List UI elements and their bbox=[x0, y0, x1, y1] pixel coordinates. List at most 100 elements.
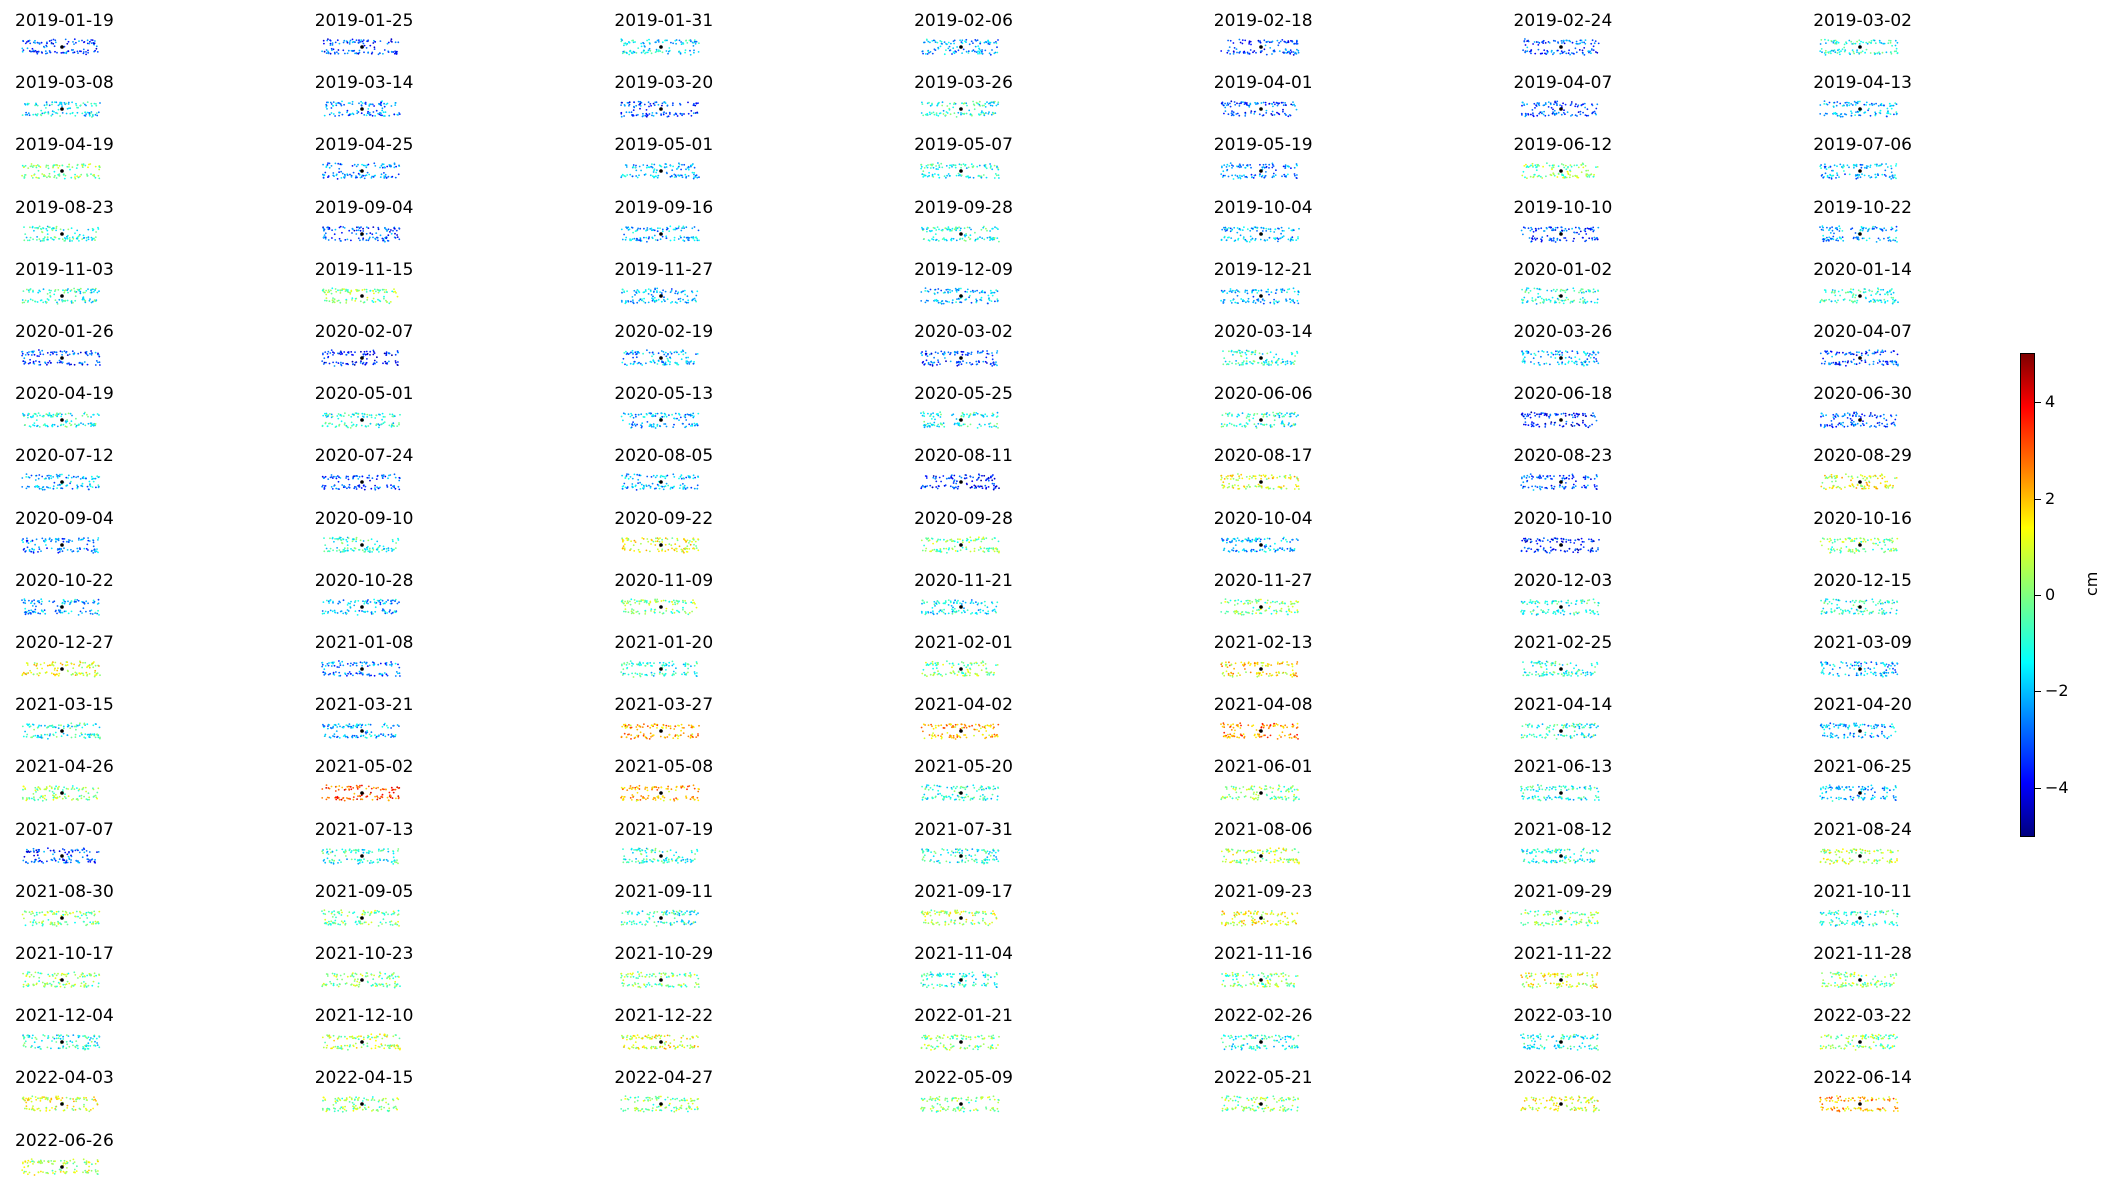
pixel-point bbox=[43, 111, 46, 114]
pixel-point bbox=[986, 350, 989, 352]
pixel-point bbox=[1230, 112, 1233, 115]
pixel-point bbox=[1546, 234, 1548, 237]
pixel-point bbox=[976, 352, 979, 354]
pixel-point bbox=[1826, 350, 1829, 353]
pixel-point bbox=[27, 362, 30, 365]
pixel-point bbox=[1572, 299, 1574, 302]
pixel-point bbox=[61, 300, 64, 303]
pixel-point bbox=[1834, 39, 1837, 42]
pixel-point bbox=[30, 175, 33, 178]
pixel-point bbox=[1894, 239, 1897, 242]
pixel-point bbox=[60, 101, 63, 104]
pixel-point bbox=[56, 415, 58, 418]
pixel-point bbox=[331, 415, 334, 418]
pixel-point bbox=[1248, 41, 1250, 44]
pixel-point bbox=[322, 42, 325, 45]
pixel-point bbox=[1565, 296, 1567, 299]
pixel-point bbox=[648, 292, 650, 295]
pixel-point bbox=[1297, 302, 1299, 305]
pixel-point bbox=[966, 226, 969, 228]
pixel-point bbox=[1845, 291, 1847, 294]
panel: 2019-04-25 bbox=[300, 124, 590, 186]
pixel-point bbox=[51, 415, 54, 418]
pixel-point bbox=[972, 290, 975, 293]
pixel-point bbox=[965, 50, 968, 53]
pixel-point bbox=[974, 290, 977, 292]
pixel-point bbox=[1548, 42, 1551, 44]
pixel-point bbox=[940, 350, 943, 353]
pixel-point bbox=[91, 105, 93, 107]
pixel-point bbox=[1270, 291, 1273, 293]
pixel-point bbox=[1556, 297, 1559, 300]
pixel-point bbox=[661, 102, 664, 105]
pixel-point bbox=[36, 355, 39, 357]
pixel-point bbox=[622, 52, 625, 55]
pixel-point bbox=[1836, 174, 1839, 177]
pixel-point bbox=[1853, 100, 1856, 103]
pixel-point bbox=[941, 299, 944, 302]
pixel-point bbox=[1573, 356, 1576, 358]
pixel-point bbox=[324, 237, 327, 240]
pixel-point bbox=[89, 352, 91, 355]
pixel-point bbox=[665, 112, 668, 115]
pixel-point bbox=[67, 40, 70, 43]
pixel-point bbox=[657, 226, 660, 229]
pixel-point bbox=[937, 287, 940, 290]
pixel-point bbox=[664, 39, 667, 42]
pixel-point bbox=[1230, 110, 1233, 113]
pixel-point bbox=[1564, 103, 1566, 106]
pixel-point bbox=[1875, 42, 1877, 45]
pixel-point bbox=[1819, 225, 1822, 228]
pixel-point bbox=[1262, 226, 1265, 229]
pixel-point bbox=[84, 164, 87, 167]
pixel-point bbox=[638, 100, 640, 103]
pixel-point bbox=[1895, 39, 1897, 42]
pixel-point bbox=[1830, 350, 1833, 353]
pixel-point bbox=[1828, 298, 1831, 301]
pixel-point bbox=[1839, 102, 1842, 105]
pixel-point bbox=[1822, 357, 1825, 360]
pixel-point bbox=[921, 227, 924, 230]
pixel-point bbox=[1222, 175, 1225, 177]
pixel-point bbox=[947, 173, 950, 176]
pixel-point bbox=[1855, 294, 1857, 296]
pixel-point bbox=[1231, 298, 1234, 301]
pixel-point bbox=[1857, 237, 1860, 240]
pixel-point bbox=[926, 176, 929, 178]
pixel-point bbox=[651, 297, 654, 299]
pixel-point bbox=[691, 172, 694, 174]
pixel-point bbox=[1541, 166, 1544, 168]
pixel-point bbox=[370, 177, 372, 180]
pixel-point bbox=[1547, 101, 1550, 104]
pixel-point bbox=[621, 361, 624, 364]
pixel-point bbox=[324, 293, 327, 296]
pixel-point bbox=[1895, 50, 1898, 53]
pixel-point bbox=[1261, 298, 1264, 301]
pixel-point bbox=[924, 286, 927, 289]
pixel-point bbox=[1879, 104, 1882, 107]
pixel-point bbox=[338, 237, 341, 240]
pixel-point bbox=[79, 351, 82, 354]
pixel-point bbox=[368, 237, 370, 240]
pixel-point bbox=[964, 298, 967, 301]
pixel-point bbox=[1549, 102, 1552, 105]
pixel-point bbox=[369, 423, 372, 425]
deformation-map bbox=[920, 162, 1000, 180]
pixel-point bbox=[1573, 231, 1576, 234]
pixel-point bbox=[1222, 298, 1225, 301]
pixel-point bbox=[1867, 109, 1870, 112]
pixel-point bbox=[978, 48, 981, 51]
pixel-point bbox=[1871, 290, 1874, 293]
pixel-point bbox=[60, 423, 63, 426]
pixel-point bbox=[634, 351, 637, 354]
pixel-point bbox=[1272, 101, 1275, 104]
pixel-point bbox=[1853, 167, 1855, 170]
pixel-point bbox=[965, 167, 968, 170]
pixel-point bbox=[651, 163, 654, 166]
pixel-point bbox=[1293, 42, 1296, 45]
pixel-point bbox=[71, 112, 74, 115]
pixel-point bbox=[325, 166, 327, 169]
pixel-point bbox=[1857, 100, 1860, 103]
pixel-point bbox=[1895, 236, 1898, 239]
pixel-point bbox=[1868, 300, 1871, 303]
